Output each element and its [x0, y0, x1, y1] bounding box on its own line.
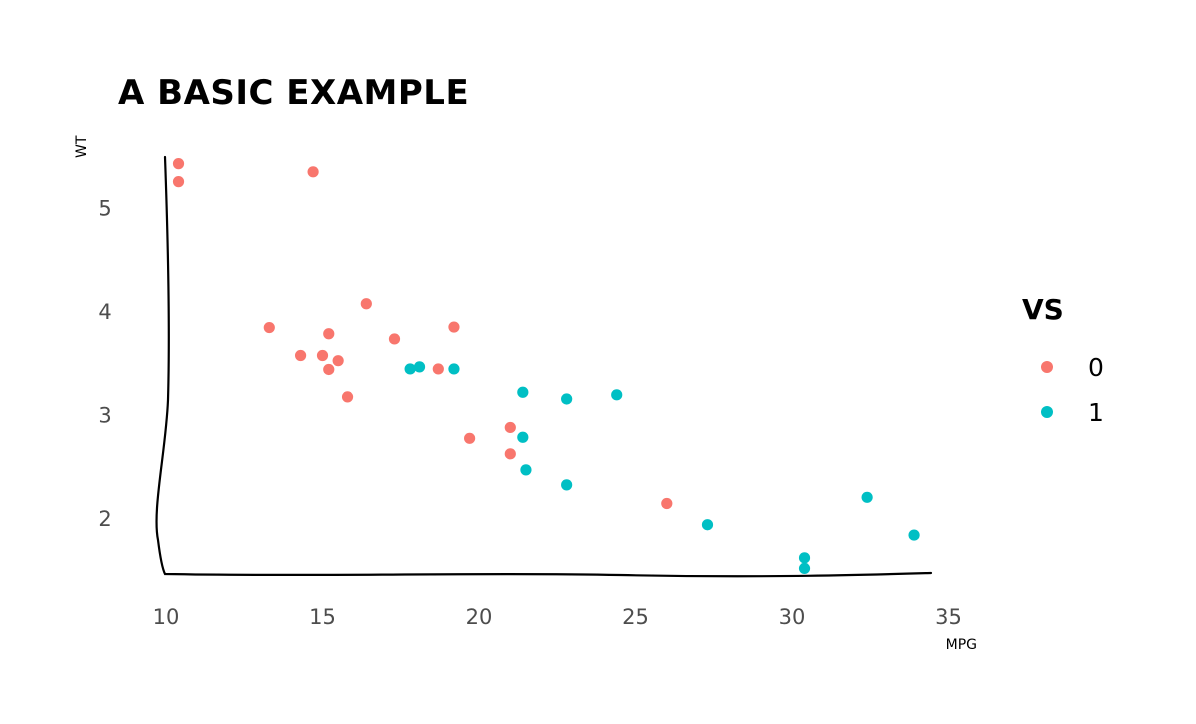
axis-lines: [155, 155, 933, 578]
data-point: [388, 333, 401, 345]
y-axis-title: WT: [74, 135, 90, 158]
legend-label-1: 1: [1088, 398, 1104, 427]
data-point: [861, 491, 873, 503]
data-point: [661, 497, 673, 510]
data-point: [294, 349, 307, 362]
data-point: [561, 393, 573, 405]
y-tick-label: 2: [98, 507, 111, 531]
data-point: [464, 432, 476, 444]
y-tick-label: 3: [98, 404, 111, 428]
x-tick-label: 25: [622, 605, 649, 629]
data-point: [561, 479, 573, 491]
data-point: [332, 355, 344, 367]
data-point: [517, 386, 529, 398]
data-point: [307, 166, 319, 178]
legend: VS 01: [1022, 293, 1104, 427]
data-point: [448, 321, 460, 333]
data-point: [908, 529, 920, 541]
legend-items: 01: [1041, 353, 1104, 427]
data-point: [798, 552, 811, 564]
data-point: [798, 562, 811, 575]
x-tick-labels: 10 15 20 25 30 35: [153, 605, 962, 629]
y-tick-label: 5: [98, 197, 111, 221]
data-point: [517, 431, 529, 443]
legend-key-1: [1041, 406, 1053, 418]
x-tick-label: 35: [935, 605, 962, 629]
x-tick-label: 30: [779, 605, 806, 629]
data-point: [323, 363, 335, 376]
x-axis-title: MPG: [946, 637, 977, 653]
y-tick-labels: 2 3 4 5: [98, 197, 111, 532]
x-tick-label: 15: [309, 605, 336, 629]
data-point: [323, 328, 335, 340]
data-point: [341, 391, 354, 403]
data-point: [404, 363, 416, 375]
data-point: [172, 158, 185, 170]
data-point: [360, 298, 372, 310]
x-tick-label: 20: [466, 605, 493, 629]
x-tick-label: 10: [153, 605, 180, 629]
legend-key-0: [1041, 361, 1053, 373]
data-point: [316, 349, 329, 362]
data-point: [413, 361, 426, 373]
data-point: [448, 363, 460, 375]
data-point: [432, 363, 444, 375]
data-point: [172, 176, 185, 188]
legend-title: VS: [1022, 293, 1064, 326]
chart-title: A BASIC EXAMPLE: [118, 73, 469, 113]
data-point: [611, 389, 623, 401]
data-point: [701, 519, 714, 531]
data-points: [172, 158, 920, 575]
data-point: [263, 321, 275, 334]
legend-label-0: 0: [1088, 353, 1104, 382]
data-point: [520, 464, 532, 476]
y-tick-label: 4: [98, 300, 111, 324]
data-point: [504, 448, 516, 460]
data-point: [504, 421, 516, 434]
